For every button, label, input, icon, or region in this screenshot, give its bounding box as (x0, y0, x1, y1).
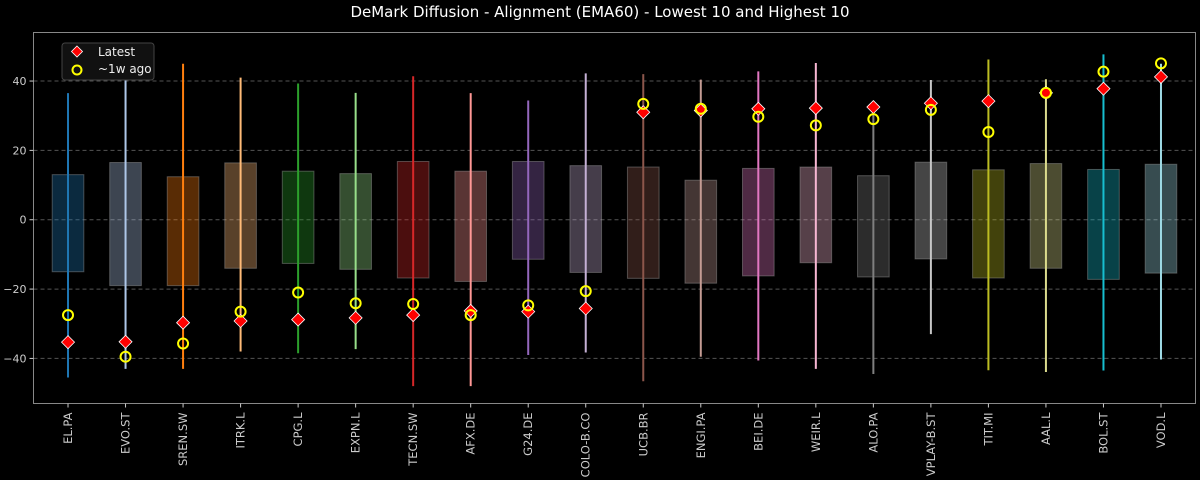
x-tick-label: ITRK.L (234, 412, 248, 449)
week-ago-marker (637, 97, 650, 110)
week-ago-marker (522, 299, 535, 312)
x-tick-label: SREN.SW (176, 413, 190, 467)
grid (33, 80, 1196, 359)
x-tick-label: TECN.SW (406, 413, 420, 467)
legend-latest-diamond-icon (70, 45, 84, 58)
x-tick-label: CPG.L (291, 412, 305, 447)
legend-box (61, 42, 155, 81)
x-tick-label: VPLAY-B.ST (924, 412, 938, 477)
y-tick-label: −40 (3, 352, 26, 365)
week-ago-marker (407, 297, 420, 310)
week-ago-marker (694, 102, 707, 115)
latest-marker (406, 308, 421, 323)
legend: Latest ~1w ago (61, 42, 155, 81)
latest-marker (866, 99, 881, 115)
week-ago-marker (1039, 86, 1052, 99)
x-tick-label: BOL.ST (1096, 412, 1110, 454)
week-ago-marker (349, 297, 362, 310)
plot-frame (33, 32, 1196, 404)
week-ago-marker (924, 103, 937, 116)
y-tick-label: 20 (13, 144, 27, 157)
latest-marker (118, 334, 133, 349)
x-tick-label: AFX.DE (464, 413, 478, 455)
x-tick-label: ALO.PA (866, 412, 880, 452)
x-tick-label: BEI.DE (751, 413, 765, 451)
legend-latest-label: Latest (98, 45, 135, 59)
x-tick-label: WEIR.L (809, 412, 823, 452)
week-ago-marker (1097, 65, 1110, 78)
y-axis: −40 −20 0 20 40 (3, 75, 34, 365)
markers (60, 57, 1169, 363)
x-tick-label: TIT.MI (981, 413, 995, 447)
latest-marker (923, 96, 938, 111)
week-ago-marker (62, 309, 75, 322)
week-ago-marker (579, 285, 592, 298)
x-tick-label: ENGI.PA (694, 412, 708, 458)
latest-marker (348, 310, 363, 325)
legend-week-label: ~1w ago (98, 62, 152, 76)
x-tick-label: COLO-B.CO (579, 413, 593, 478)
latest-marker (808, 101, 823, 116)
week-ago-marker (982, 126, 995, 139)
latest-marker (578, 301, 593, 316)
week-ago-marker (292, 286, 305, 299)
latest-marker (233, 313, 248, 329)
week-ago-marker (867, 113, 880, 126)
week-ago-marker (1154, 57, 1167, 70)
latest-marker (60, 335, 76, 350)
latest-marker (291, 312, 306, 327)
x-tick-label: EVO.ST (119, 412, 133, 454)
chart-title: DeMark Diffusion - Alignment (EMA60) - L… (350, 3, 849, 21)
legend-week-circle-icon (71, 64, 83, 76)
latest-marker (981, 94, 996, 109)
latest-marker (1096, 81, 1111, 96)
x-tick-label: EL.PA (61, 412, 75, 444)
latest-marker (175, 315, 191, 330)
week-ago-marker (119, 350, 132, 363)
latest-marker (636, 105, 651, 120)
week-ago-marker (464, 309, 477, 322)
latest-marker (1153, 69, 1169, 84)
y-tick-label: 40 (13, 75, 27, 88)
x-axis: EL.PA EVO.ST SREN.SW ITRK.L CPG.L EXPN.L TECN.… (61, 403, 1168, 478)
y-tick-label: −20 (3, 283, 26, 296)
week-ago-marker (809, 119, 822, 132)
bars (51, 49, 1178, 387)
y-tick-label: 0 (20, 214, 27, 227)
x-tick-label: UCB.BR (636, 412, 650, 456)
week-ago-marker (752, 110, 765, 123)
x-tick-label: G24.DE (521, 413, 535, 456)
x-tick-label: EXPN.L (349, 412, 363, 453)
week-ago-marker (177, 337, 190, 350)
x-tick-label: AAL.L (1039, 412, 1053, 445)
x-tick-label: VOD.L (1154, 412, 1168, 448)
week-ago-marker (234, 305, 247, 318)
